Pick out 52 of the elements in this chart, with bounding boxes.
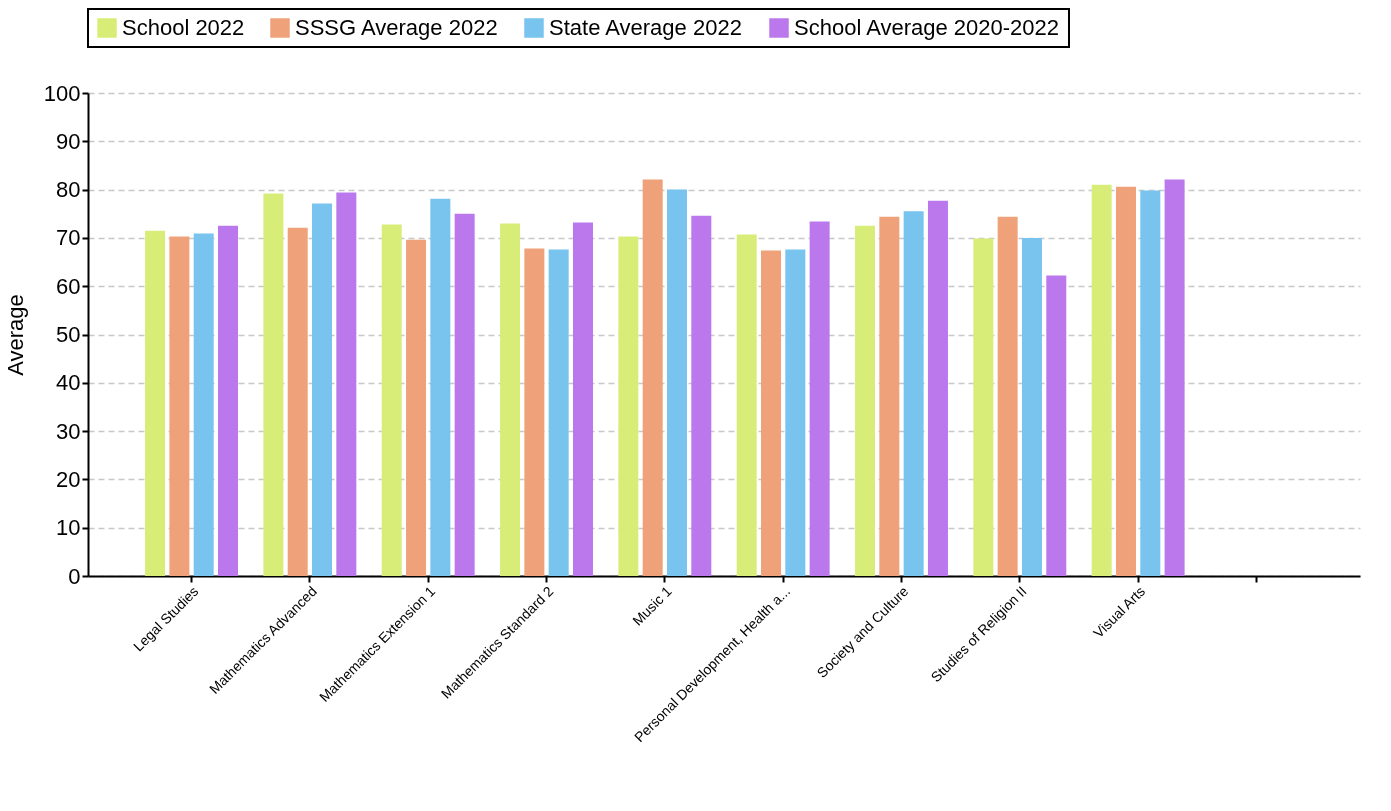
y-tick-label: 60 [56, 273, 81, 299]
bar [691, 215, 712, 576]
bar [618, 236, 639, 576]
bar [736, 234, 757, 576]
bar [572, 222, 593, 576]
bar [524, 248, 545, 576]
bar [642, 179, 663, 576]
bar [381, 224, 402, 576]
legend-label: School 2022 [122, 15, 245, 40]
bar [1091, 184, 1112, 576]
bar [454, 213, 475, 576]
bar [997, 216, 1018, 576]
y-tick-label: 30 [56, 418, 81, 444]
y-tick-label: 0 [68, 563, 81, 589]
bar [1164, 179, 1185, 576]
bar [145, 230, 166, 576]
y-tick-label: 70 [56, 225, 81, 251]
y-tick-label: 40 [56, 370, 81, 396]
y-tick-label: 50 [56, 322, 81, 347]
y-tick-label: 90 [56, 128, 81, 154]
bar [927, 200, 948, 576]
legend-label: State Average 2022 [549, 15, 742, 40]
bar [809, 221, 830, 576]
bar [312, 203, 333, 576]
bar [500, 223, 521, 576]
y-tick-label: 20 [56, 466, 81, 492]
bar [263, 193, 284, 576]
bar [1021, 237, 1042, 576]
bar [218, 225, 239, 576]
bar [1115, 186, 1136, 576]
y-tick-label: 100 [43, 80, 81, 106]
bar [1140, 190, 1161, 576]
legend-label: School Average 2020-2022 [794, 15, 1060, 40]
bar [430, 198, 451, 576]
bar [336, 192, 357, 576]
legend-label: SSSG Average 2022 [295, 15, 498, 40]
bar [879, 216, 900, 576]
bar [761, 250, 782, 576]
bar [193, 233, 214, 576]
bar [666, 189, 687, 576]
bar [903, 211, 924, 576]
bar [287, 227, 308, 576]
bar [855, 225, 876, 576]
bar [169, 236, 190, 576]
bar [548, 249, 569, 576]
bar [1046, 275, 1067, 576]
y-axis-title: Average [2, 294, 28, 376]
y-tick-label: 80 [56, 177, 81, 203]
bar [406, 239, 427, 576]
y-tick-label: 10 [56, 515, 81, 541]
bar [973, 238, 994, 576]
bar [785, 249, 806, 576]
